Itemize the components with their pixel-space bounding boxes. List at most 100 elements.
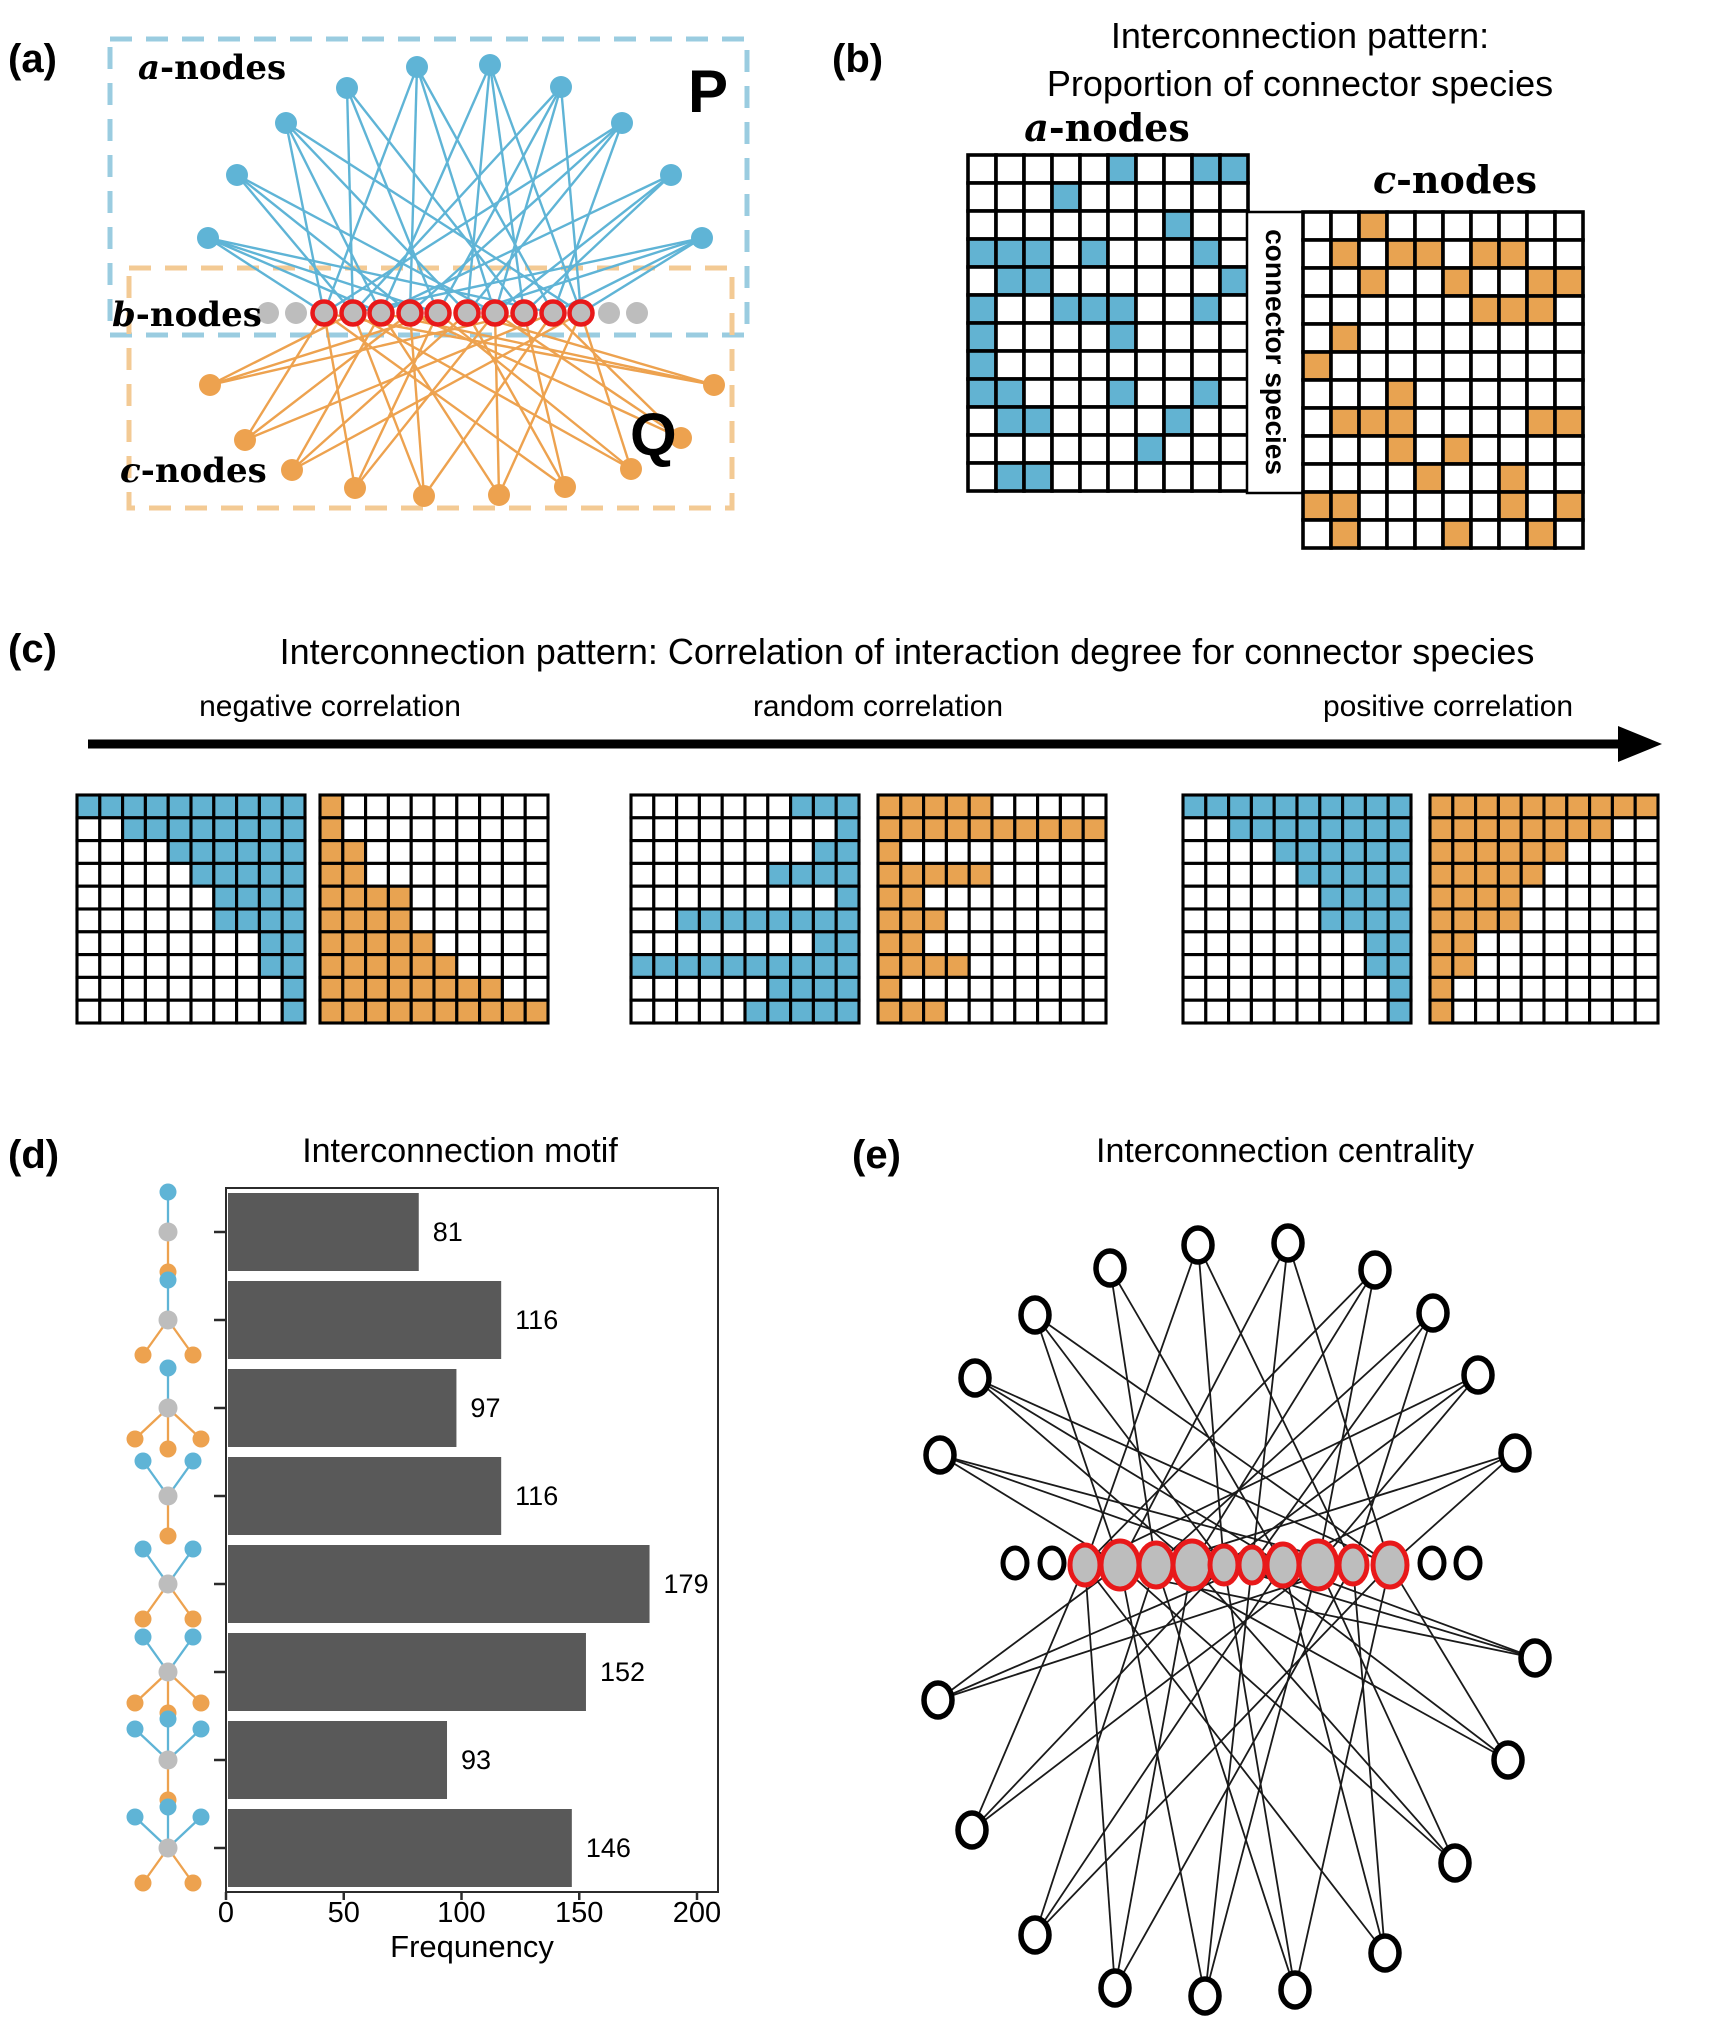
- corr-0-orange-matrix-cell: [500, 930, 527, 957]
- a-matrix-cell: [1218, 181, 1250, 213]
- bar-value-label: 179: [664, 1569, 709, 1599]
- corr-2-blue-matrix-cell: [1295, 930, 1322, 957]
- corr-2-blue-matrix-cell: [1318, 975, 1345, 1002]
- e-edge: [1251, 1312, 1434, 1566]
- motif-a-node: [159, 1798, 177, 1816]
- corr-0-orange-matrix-cell: [500, 998, 527, 1025]
- corr-1-blue-matrix-cell: [766, 884, 793, 911]
- motif-a-node: [134, 1452, 152, 1470]
- c-matrix-cell: [1553, 462, 1585, 494]
- corr-2-orange-matrix-cell: [1565, 953, 1592, 979]
- corr-2-orange-matrix-cell: [1565, 998, 1592, 1025]
- c-matrix-cell: [1469, 462, 1501, 494]
- corr-2-blue-matrix-cell: [1204, 793, 1231, 820]
- corr-2-orange-matrix-cell: [1474, 839, 1500, 865]
- corr-1-blue-matrix-cell: [766, 930, 793, 957]
- q-edge: [408, 312, 426, 497]
- corr-0-blue-matrix-cell: [189, 975, 216, 1002]
- p-edge: [488, 64, 526, 314]
- a-nodes-label-suffix: -nodes: [160, 48, 286, 88]
- corr-2-blue-matrix-cell: [1249, 816, 1276, 843]
- e-edge: [1034, 1314, 1225, 1566]
- corr-2-orange-matrix-cell: [1610, 839, 1637, 865]
- corr-1-orange-matrix-cell: [990, 998, 1017, 1025]
- c-node: [413, 485, 435, 507]
- motif-c-node: [134, 1874, 152, 1892]
- c-matrix-cell: [1413, 266, 1445, 298]
- corr-1-blue-matrix-cell: [789, 930, 815, 957]
- motif-c-node: [192, 1430, 210, 1448]
- corr-0-orange-matrix-cell: [341, 907, 368, 934]
- corr-0-orange-matrix-cell: [364, 907, 390, 934]
- panel-d-title: Interconnection motif: [302, 1132, 618, 1170]
- corr-0-orange-matrix-cell: [386, 998, 413, 1025]
- corr-2-orange-matrix-cell: [1542, 839, 1569, 865]
- corr-0-blue-matrix-cell: [75, 953, 102, 979]
- b-nodes-label-suffix: -nodes: [136, 295, 262, 335]
- a-matrix-cell: [1190, 321, 1222, 353]
- e-edge: [1119, 1564, 1456, 1864]
- corr-1-orange-matrix-cell: [967, 861, 994, 888]
- corr-0-orange-matrix-cell: [386, 839, 413, 865]
- corr-1-orange-matrix-cell: [1036, 839, 1062, 865]
- network-q-box: [126, 265, 735, 511]
- a-node: [611, 112, 633, 134]
- a-matrix-cell: [1190, 181, 1222, 213]
- corr-1-blue-matrix-cell: [766, 839, 793, 865]
- corr-1-blue-matrix-cell: [743, 998, 770, 1025]
- bar-value-label: 116: [515, 1305, 558, 1335]
- corr-0-orange-matrix-cell: [500, 816, 527, 843]
- motif-a-node: [192, 1808, 210, 1826]
- q-edge: [323, 311, 715, 387]
- corr-1-blue-matrix-cell: [675, 884, 701, 911]
- corr-2-orange-matrix-cell: [1610, 998, 1637, 1025]
- corr-2-orange-matrix-cell: [1542, 930, 1569, 957]
- a-matrix-cell: [966, 181, 998, 213]
- motif-c-node: [192, 1694, 210, 1712]
- corr-0-blue-matrix-cell: [212, 816, 239, 843]
- corr-2-orange-matrix-cell: [1451, 793, 1478, 820]
- bar: [228, 1721, 448, 1799]
- corr-0-blue-matrix-cell: [189, 953, 216, 979]
- a-matrix-cell: [1022, 461, 1054, 493]
- corr-2-orange-matrix-cell: [1588, 839, 1614, 865]
- corr-0-orange-matrix-cell: [341, 953, 368, 979]
- x-tick-label: 100: [437, 1897, 485, 1929]
- corr-1-orange-matrix-cell: [1058, 930, 1085, 957]
- motif-b-node: [158, 1750, 178, 1770]
- corr-2-blue-matrix-cell: [1204, 861, 1231, 888]
- corr-1-orange-matrix-cell: [967, 998, 994, 1025]
- corr-1-orange-matrix-cell: [967, 839, 994, 865]
- corr-1-orange-matrix-cell: [876, 884, 903, 911]
- corr-1-blue-matrix-cell: [652, 793, 679, 820]
- b-node: [598, 302, 620, 324]
- corr-0-orange-matrix-cell: [386, 861, 413, 888]
- c-node: [344, 477, 366, 499]
- e-edge: [1034, 1564, 1391, 1936]
- corr-2-blue-matrix-cell: [1272, 884, 1299, 911]
- p-edge: [379, 64, 492, 314]
- corr-2-orange-matrix-cell: [1610, 907, 1637, 934]
- panel-c-title: Interconnection pattern: Correlation of …: [280, 631, 1535, 672]
- corr-0-blue-matrix-cell: [280, 884, 307, 911]
- e-edge: [1084, 1564, 1386, 1954]
- corr-0-blue-matrix-cell: [166, 907, 193, 934]
- motif-a-node: [134, 1540, 152, 1558]
- corr-2-blue-matrix-cell: [1204, 816, 1231, 843]
- corr-0-orange-matrix-cell: [455, 884, 482, 911]
- corr-0-blue-matrix-cell: [121, 975, 147, 1002]
- corr-0-orange-matrix-cell: [432, 953, 459, 979]
- corr-0-orange-matrix-cell: [500, 839, 527, 865]
- e-edge: [1317, 1269, 1376, 1566]
- p-edge: [380, 173, 672, 315]
- corr-2-blue-matrix-cell: [1363, 884, 1390, 911]
- corr-0-blue-matrix-cell: [143, 975, 170, 1002]
- corr-2-blue-matrix-cell: [1318, 884, 1345, 911]
- corr-2-blue-matrix-cell: [1249, 884, 1276, 911]
- corr-1-blue-matrix-cell: [675, 793, 701, 820]
- e-edge: [1109, 1267, 1157, 1566]
- c-matrix-cell: [1469, 350, 1501, 382]
- corr-0-orange-matrix-cell: [500, 793, 527, 820]
- peripheral-node: [1271, 1223, 1305, 1263]
